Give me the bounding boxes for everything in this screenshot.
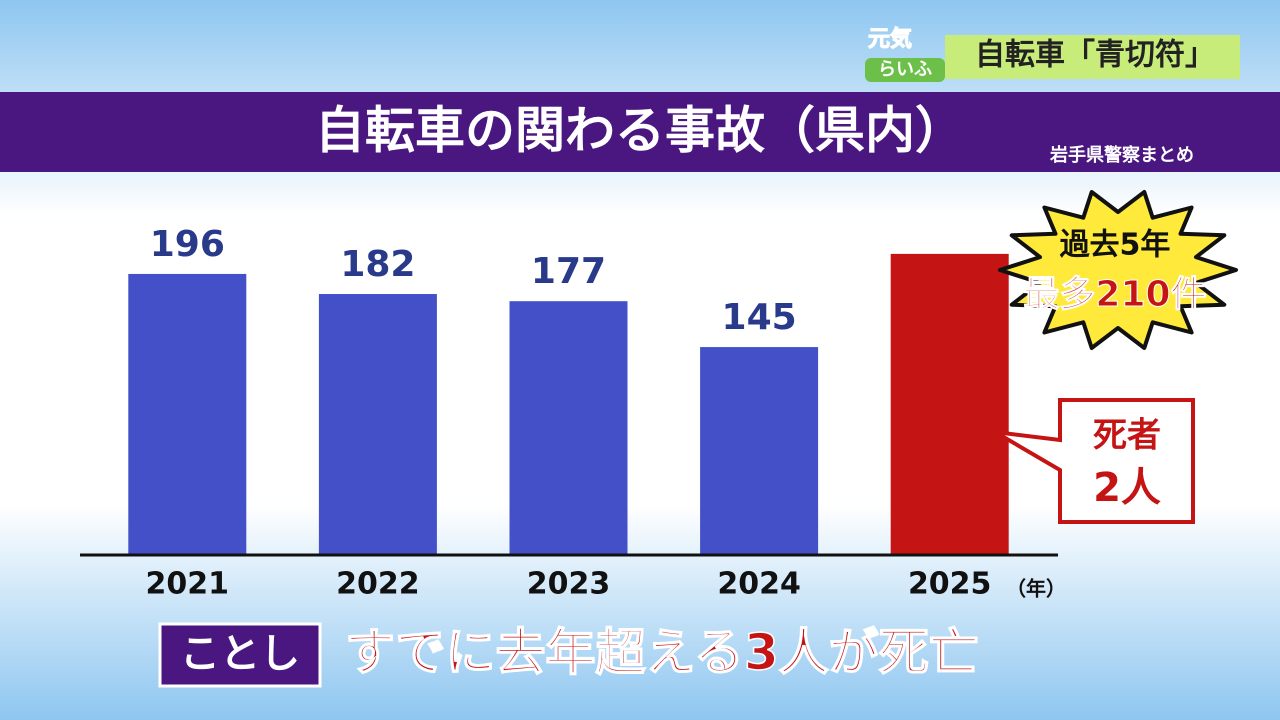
- x-tick-label: 2025: [908, 567, 992, 602]
- bar: [890, 253, 1009, 555]
- chart-title: 自転車の関わる事故（県内）: [315, 102, 965, 160]
- callout-line: 死者: [1093, 416, 1161, 456]
- value-label: 145: [722, 297, 797, 338]
- x-tick-label: 2023: [527, 567, 611, 602]
- callout-line: 2人: [1093, 465, 1161, 511]
- x-tick-label: 2022: [336, 567, 420, 602]
- topic: 自転車「青切符」: [975, 38, 1215, 73]
- x-tick-label: 2024: [717, 567, 801, 602]
- callout-box: [993, 398, 1195, 524]
- caption-text: すでに去年超える3人が死亡: [345, 624, 979, 682]
- bar: [700, 347, 819, 555]
- logo-bottom: らいふ: [878, 59, 932, 80]
- burst: [998, 190, 1238, 350]
- burst-line: 過去5年: [1060, 228, 1171, 263]
- x-unit: （年）: [1006, 577, 1066, 601]
- x-tick-label: 2021: [146, 567, 230, 602]
- topic-band: [945, 35, 1240, 79]
- logo-box: [865, 58, 945, 82]
- burst-line: 最多210件: [1023, 274, 1206, 315]
- source: 岩手県警察まとめ: [1049, 144, 1194, 166]
- bar: [128, 273, 247, 555]
- caption-tag-box: [158, 622, 322, 688]
- caption-tag: ことし: [180, 631, 300, 677]
- value-label: 177: [531, 251, 606, 292]
- bar: [318, 294, 437, 555]
- logo-top: 元気: [868, 26, 912, 52]
- plot: 2021 196 2022 182 2023 177 2024 145 2025: [128, 224, 1009, 602]
- value-label: 196: [150, 224, 225, 265]
- title-band: [0, 92, 1280, 172]
- bar: [509, 301, 628, 555]
- value-label: 182: [340, 244, 415, 285]
